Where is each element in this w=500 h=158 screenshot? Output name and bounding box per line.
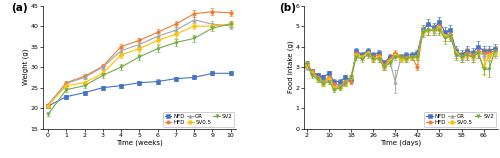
X-axis label: Time (days): Time (days) bbox=[380, 139, 422, 146]
Y-axis label: Food intake (g): Food intake (g) bbox=[288, 41, 294, 94]
Y-axis label: Weight (g): Weight (g) bbox=[22, 49, 29, 85]
Legend: NFD, HFD, GR, SV0.5, SV2: NFD, HFD, GR, SV0.5, SV2 bbox=[163, 112, 234, 127]
Legend: NFD, HFD, GR, SV0.5, SV2: NFD, HFD, GR, SV0.5, SV2 bbox=[424, 112, 496, 127]
Text: (a): (a) bbox=[12, 3, 28, 13]
X-axis label: Time (weeks): Time (weeks) bbox=[116, 139, 162, 146]
Text: (b): (b) bbox=[278, 3, 295, 13]
